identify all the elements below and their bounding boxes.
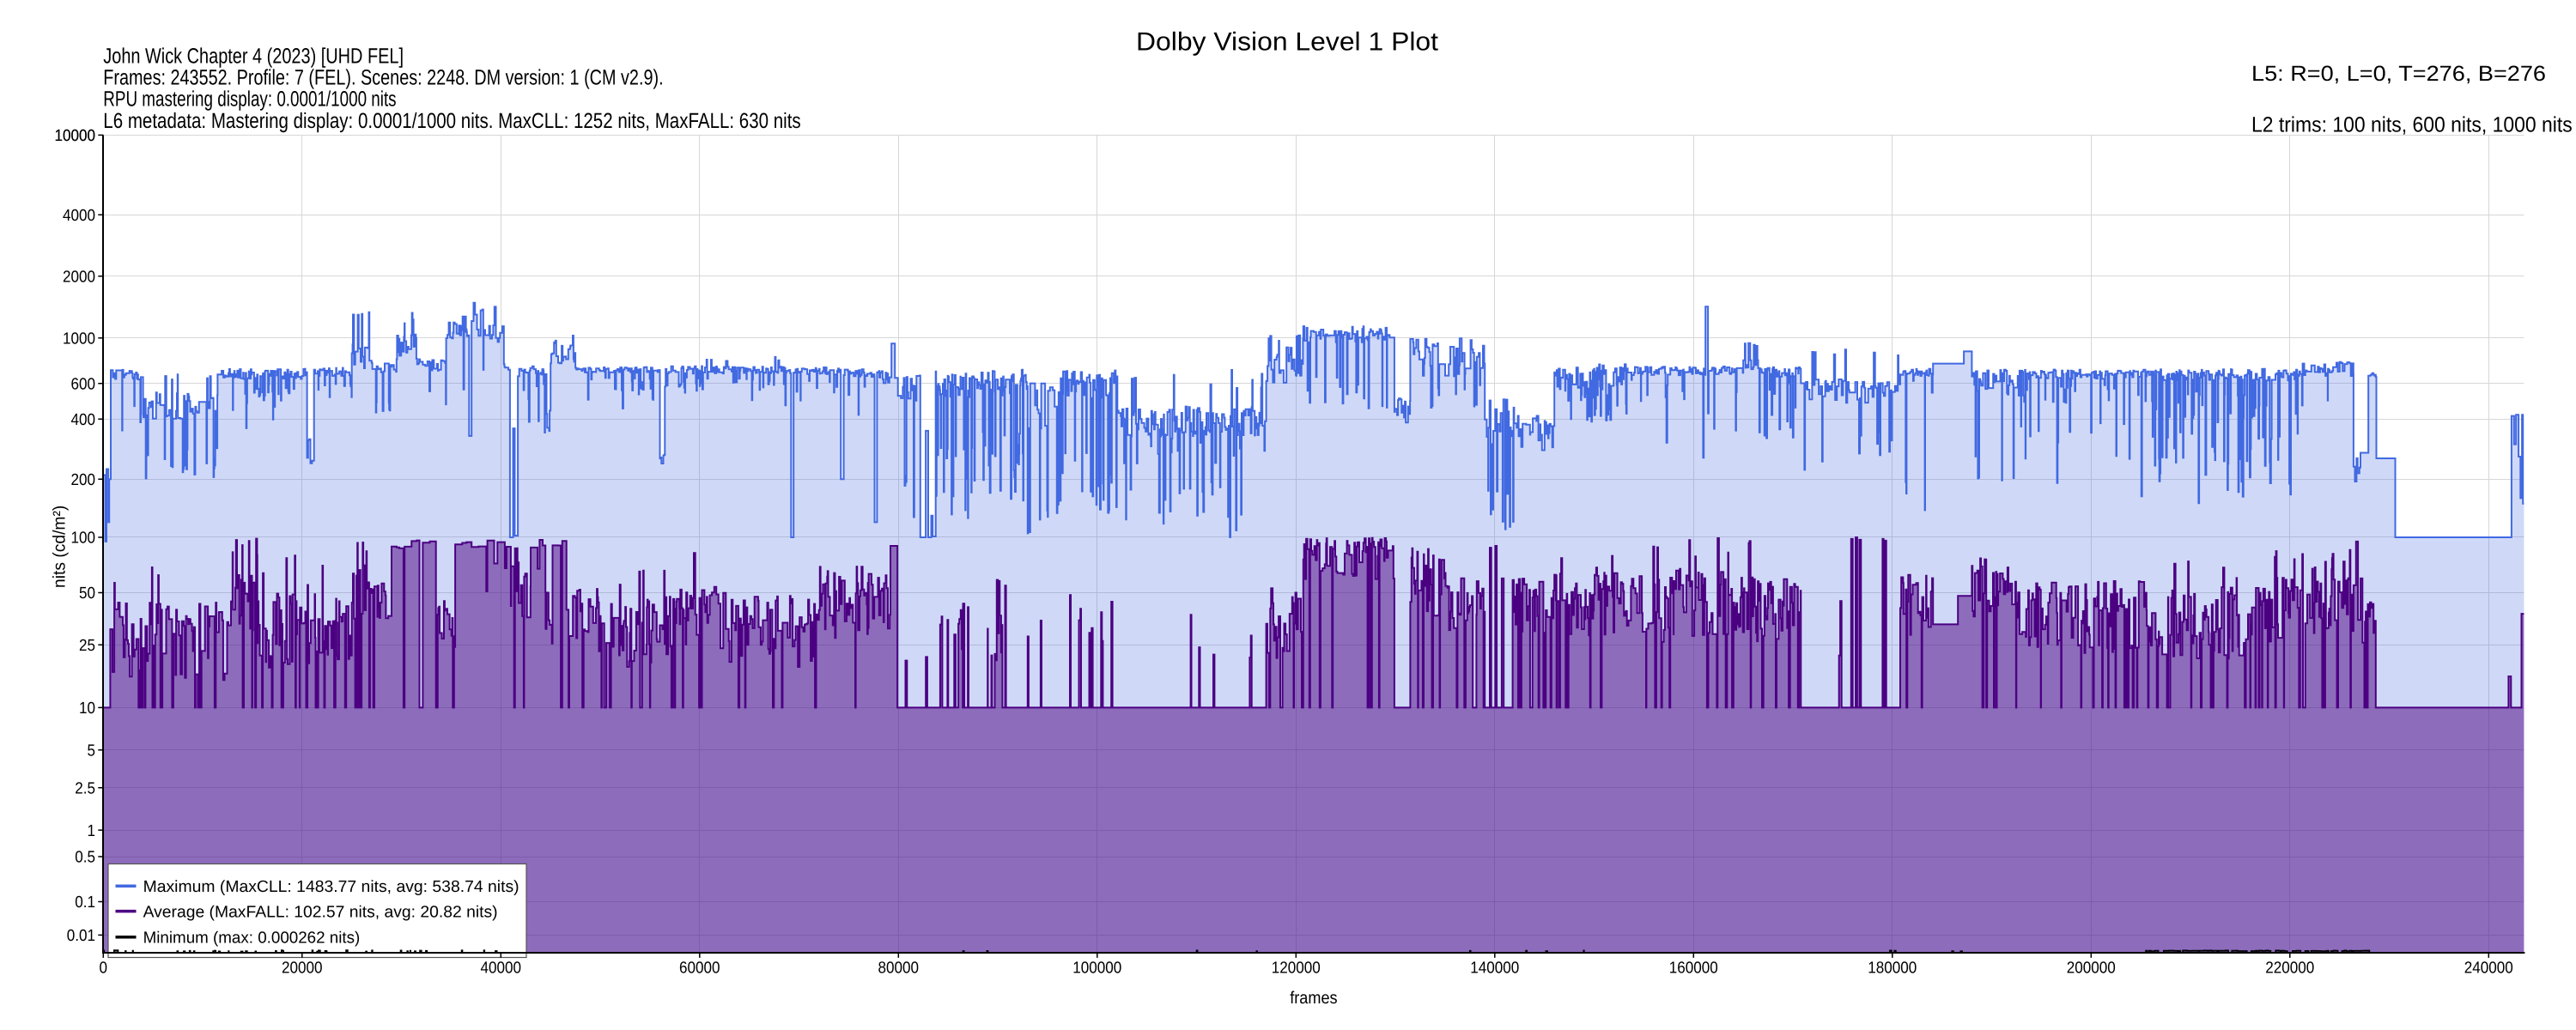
svg-text:4000: 4000 — [63, 207, 95, 225]
svg-text:50: 50 — [79, 585, 95, 603]
svg-text:240000: 240000 — [2464, 960, 2513, 978]
svg-text:160000: 160000 — [1669, 960, 1718, 978]
svg-text:1: 1 — [88, 822, 96, 840]
svg-text:40000: 40000 — [481, 960, 522, 978]
svg-text:20000: 20000 — [282, 960, 323, 978]
svg-text:220000: 220000 — [2265, 960, 2314, 978]
svg-text:John Wick Chapter 4 (2023) [UH: John Wick Chapter 4 (2023) [UHD FEL] — [103, 45, 404, 69]
svg-text:80000: 80000 — [878, 960, 920, 978]
svg-text:600: 600 — [71, 375, 96, 393]
svg-text:5: 5 — [88, 742, 96, 760]
svg-text:RPU mastering display: 0.0001/: RPU mastering display: 0.0001/1000 nits — [103, 88, 396, 112]
svg-text:120000: 120000 — [1272, 960, 1321, 978]
svg-text:1000: 1000 — [63, 330, 95, 348]
svg-text:200: 200 — [71, 471, 96, 489]
svg-text:Average (MaxFALL: 102.57 nits,: Average (MaxFALL: 102.57 nits, avg: 20.8… — [143, 903, 498, 921]
svg-text:Maximum (MaxCLL: 1483.77 nits,: Maximum (MaxCLL: 1483.77 nits, avg: 538.… — [143, 878, 519, 896]
svg-text:0.01: 0.01 — [67, 927, 95, 945]
svg-text:Frames: 243552. Profile: 7 (FE: Frames: 243552. Profile: 7 (FEL). Scenes… — [103, 66, 663, 90]
svg-text:Minimum (max: 0.000262 nits): Minimum (max: 0.000262 nits) — [143, 930, 361, 948]
svg-text:10: 10 — [79, 700, 95, 718]
svg-text:Dolby Vision Level 1 Plot: Dolby Vision Level 1 Plot — [1136, 27, 1439, 56]
svg-text:100000: 100000 — [1072, 960, 1121, 978]
svg-text:140000: 140000 — [1470, 960, 1519, 978]
svg-text:frames: frames — [1290, 989, 1337, 1008]
svg-text:180000: 180000 — [1868, 960, 1917, 978]
svg-text:0.5: 0.5 — [75, 849, 95, 867]
svg-text:nits (cd/m²): nits (cd/m²) — [51, 506, 70, 588]
svg-text:2.5: 2.5 — [75, 779, 95, 797]
svg-text:400: 400 — [71, 411, 96, 429]
svg-text:25: 25 — [79, 637, 95, 655]
svg-text:L6 metadata: Mastering display: L6 metadata: Mastering display: 0.0001/1… — [103, 109, 800, 133]
svg-text:L2 trims: 100 nits, 600 nits,: L2 trims: 100 nits, 600 nits, 1000 nits — [2251, 113, 2573, 137]
svg-text:0.1: 0.1 — [75, 894, 95, 912]
svg-text:2000: 2000 — [63, 269, 95, 287]
svg-text:60000: 60000 — [679, 960, 720, 978]
svg-text:10000: 10000 — [55, 127, 96, 145]
svg-text:200000: 200000 — [2067, 960, 2116, 978]
svg-text:10000: 10000 — [55, 127, 96, 145]
svg-text:100: 100 — [71, 530, 96, 548]
svg-text:0: 0 — [100, 960, 108, 978]
svg-text:L5: R=0, L=0, T=276, B=276: L5: R=0, L=0, T=276, B=276 — [2251, 62, 2546, 86]
